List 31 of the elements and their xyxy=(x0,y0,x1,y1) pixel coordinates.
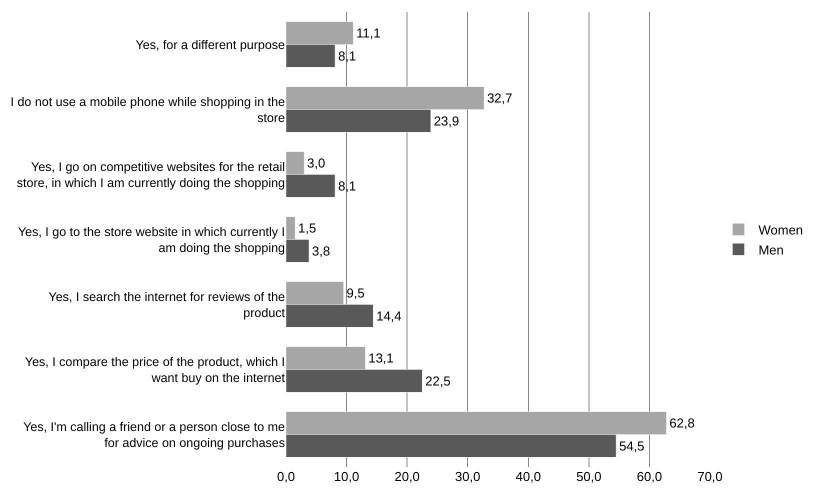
data-label: 22,5 xyxy=(425,373,451,388)
x-tick-label: 0,0 xyxy=(276,469,296,484)
data-label: 54,5 xyxy=(619,438,644,454)
legend-label: Men xyxy=(758,242,784,258)
x-tick-label: 70,0 xyxy=(697,469,723,484)
x-tick-label: 40,0 xyxy=(516,469,541,484)
data-label: 8,1 xyxy=(338,48,356,64)
y-tick-label: Yes, I go to the store website in which currently I am doing the shopping xyxy=(18,224,286,255)
data-label: 14,4 xyxy=(376,308,402,324)
y-tick-label: Yes, I compare the price of the product, which I want buy on the internet xyxy=(24,354,286,385)
data-label: 13,1 xyxy=(368,350,394,366)
x-tick-label: 20,0 xyxy=(394,469,420,484)
y-tick-label: I do not use a mobile phone while shopping in the store xyxy=(10,94,286,125)
data-label: 11,1 xyxy=(356,26,381,41)
data-label: 32,7 xyxy=(487,90,512,106)
y-tick-label: Yes, I go on competitive websites for the retail store, in which I am currently doing the shopping xyxy=(16,160,286,190)
data-label: 8,1 xyxy=(338,178,356,194)
y-tick-label: Yes, for a different purpose xyxy=(136,38,286,52)
legend-label: Women xyxy=(758,222,804,238)
x-tick-label: 50,0 xyxy=(576,469,602,484)
data-label: 62,8 xyxy=(669,416,695,431)
x-tick-label: 30,0 xyxy=(455,469,480,484)
x-tick-label: 10,0 xyxy=(334,469,360,484)
y-tick-label: Yes, I'm calling a friend or a person close to me for advice on ongoing purchases xyxy=(23,420,286,450)
data-label: 3,0 xyxy=(307,156,326,171)
data-label: 1,5 xyxy=(298,220,316,236)
data-label: 9,5 xyxy=(346,286,365,301)
data-label: 23,9 xyxy=(434,113,460,128)
data-label: 3,8 xyxy=(312,243,330,258)
y-tick-label: Yes, I search the internet for reviews of the product xyxy=(48,290,286,320)
x-tick-label: 60,0 xyxy=(636,469,662,484)
